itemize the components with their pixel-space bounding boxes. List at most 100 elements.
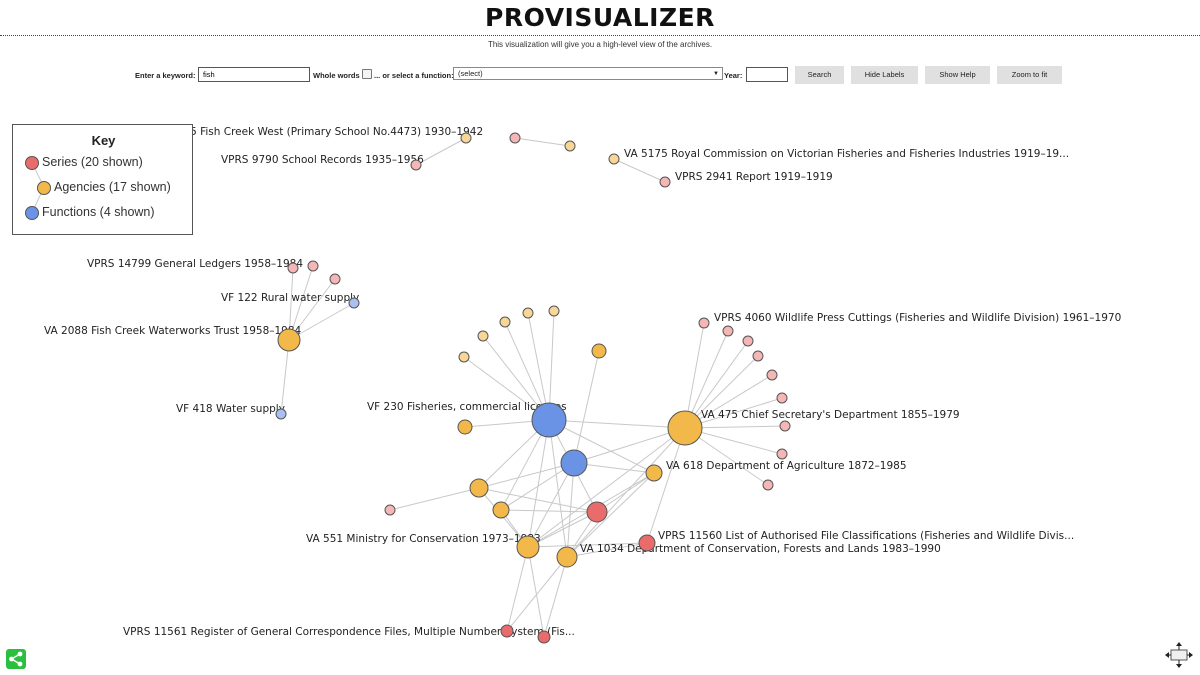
function-node[interactable] [275,408,287,420]
graph-link [527,419,550,548]
graph-link [573,427,686,464]
series-node[interactable] [384,504,396,516]
node-label: VPRS 9790 School Records 1935–1956 [221,154,424,166]
share-button[interactable] [6,649,26,669]
show-help-button[interactable]: Show Help [925,66,990,84]
series-node[interactable] [537,630,551,644]
graph-link [566,462,575,558]
node-label: VA 2088 Fish Creek Waterworks Trust 1958… [44,325,302,337]
series-node[interactable] [779,420,791,432]
graph-link [527,511,598,548]
zoom-to-fit-button[interactable]: Zoom to fit [997,66,1062,84]
series-node[interactable] [638,534,656,552]
graph-link [504,321,550,421]
agency-legend-icon [37,181,51,195]
series-node[interactable] [762,479,774,491]
whole-words-checkbox[interactable] [362,69,372,79]
agency-node[interactable] [522,307,534,319]
node-label: VPRS 4060 Wildlife Press Cuttings (Fishe… [714,312,1121,324]
node-label: VA 618 Department of Agriculture 1872–19… [666,460,907,472]
node-label: VF 230 Fisheries, commercial licences [367,401,567,413]
series-node[interactable] [410,159,422,171]
graph-link [288,267,294,341]
graph-link [280,339,290,415]
graph-link [288,278,336,341]
legend-title: Key [91,133,116,148]
graph-link [684,330,729,429]
agency-node[interactable] [458,351,470,363]
series-node[interactable] [766,369,778,381]
series-node[interactable] [307,260,319,272]
series-node[interactable] [698,317,710,329]
series-node[interactable] [722,325,734,337]
legend-key: Key Series (20 shown) Agencies (17 shown… [12,124,193,235]
node-label: VPRS 11560 List of Authorised File Class… [658,530,1074,542]
agency-node[interactable] [460,132,472,144]
graph-link [389,487,480,511]
agency-node[interactable] [499,316,511,328]
search-controls: Enter a keyword: Whole words ... or sele… [0,66,1200,86]
graph-link [613,158,666,183]
graph-link [527,462,575,548]
graph-link [543,556,568,638]
agency-node[interactable] [667,410,703,446]
agency-node[interactable] [564,140,576,152]
whole-words-label: Whole words [313,71,360,80]
search-button[interactable]: Search [795,66,844,84]
node-label: VF 418 Water supply [176,403,285,415]
function-legend-icon [25,206,39,220]
series-node[interactable] [776,392,788,404]
agency-node[interactable] [492,501,510,519]
agency-node[interactable] [457,419,473,435]
series-node[interactable] [586,501,608,523]
app-title: PROVISUALIZER [485,3,715,32]
series-node[interactable] [659,176,671,188]
year-input[interactable] [746,67,788,82]
agency-node[interactable] [477,330,489,342]
series-node[interactable] [329,273,341,285]
agency-node[interactable] [277,328,301,352]
graph-links [280,137,786,638]
graph-nodes [275,132,791,644]
agency-legend-label: Agencies (17 shown) [54,180,171,194]
keyword-input[interactable] [198,67,310,82]
series-node[interactable] [742,335,754,347]
graph-link [478,462,575,489]
agency-node[interactable] [608,153,620,165]
function-select[interactable]: (select) ▼ [453,67,723,80]
keyword-label: Enter a keyword: [135,71,196,80]
graph-link [573,350,600,464]
agency-node[interactable] [556,546,578,568]
graph-link [548,419,568,558]
series-node[interactable] [287,262,299,274]
node-label: VA 1034 Department of Conservation, Fore… [580,543,941,555]
function-node[interactable] [560,449,588,477]
graph-link [500,462,575,511]
series-node[interactable] [509,132,521,144]
graph-link [478,487,598,513]
series-node[interactable] [500,624,514,638]
hide-labels-button[interactable]: Hide Labels [851,66,918,84]
function-node[interactable] [531,402,567,438]
agency-node[interactable] [591,343,607,359]
graph-link [527,546,545,638]
agency-node[interactable] [516,535,540,559]
agency-node[interactable] [548,305,560,317]
agency-node[interactable] [645,464,663,482]
node-label: VPRS 11561 Register of General Correspon… [123,626,575,638]
graph-link [527,312,550,421]
agency-node[interactable] [469,478,489,498]
series-node[interactable] [752,350,764,362]
series-legend-label: Series (20 shown) [42,155,143,169]
series-node[interactable] [776,448,788,460]
graph-link [506,546,529,632]
function-legend-label: Functions (4 shown) [42,205,155,219]
pan-control[interactable] [1164,641,1194,669]
graph-link [506,556,568,632]
node-label: VA 3925 Fish Creek West (Primary School … [153,126,483,138]
graph-link [527,427,686,548]
graph-link [596,472,655,513]
graph-link [288,302,355,341]
function-node[interactable] [348,297,360,309]
